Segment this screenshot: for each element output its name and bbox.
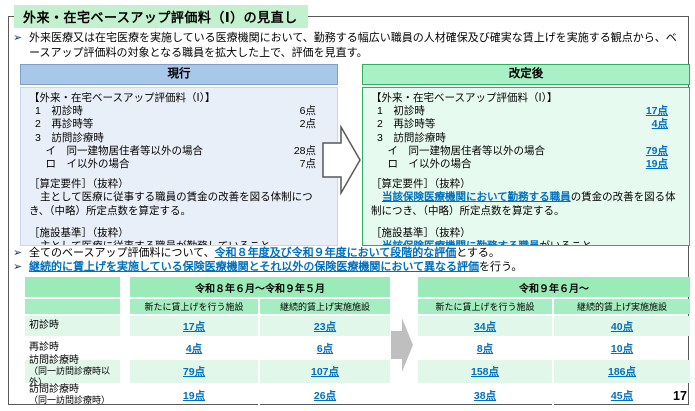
page-number: 17: [673, 389, 687, 403]
table-gutter: [120, 277, 130, 297]
fee-value: 2点: [299, 118, 316, 131]
table-cell-value: 8点: [418, 338, 554, 358]
revised-law-title: 【外来・在宅ベースアップ評価料（Ⅰ）】: [371, 92, 558, 104]
right-block-arrow-icon: [322, 125, 361, 195]
fee-item: 3 訪問診療時: [35, 131, 104, 144]
table-gap: [390, 277, 418, 297]
revised-box: 【外来・在宅ベースアップ評価料（Ⅰ）】 1 初診時 17点 2 再診時等 4点 …: [362, 87, 690, 246]
shisetsu-text: 当該保険医療機関に勤務する職員がいること。: [371, 240, 681, 245]
fee-item: 2 再診時等 2点: [35, 118, 316, 131]
period1-header: 令和８年６月～令和９年５月: [130, 277, 390, 297]
row-label: 初診時: [25, 316, 120, 336]
current-law-title: 【外来・在宅ベースアップ評価料（Ⅰ）】: [29, 92, 216, 104]
revised-box-header: 改定後: [362, 64, 690, 85]
santei-text: 当該保険医療機関において勤務する職員の賃金の改善を図る体制につき、（中略）所定点…: [371, 191, 676, 217]
table-cell-value: 10点: [610, 342, 634, 355]
fee-item: イ 同一建物居住者等以外の場合 79点: [377, 144, 668, 157]
points-table: 令和８年６月～令和９年５月 令和９年６月～ 新たに賃上げを行う施設 継続的賃上げ…: [25, 277, 690, 405]
current-box: 【外来・在宅ベースアップ評価料（Ⅰ）】 1 初診時 6点 2 再診時等 2点 3…: [20, 87, 338, 246]
subheader-new: 新たに賃上げを行う施設: [130, 299, 260, 314]
table-corner-cell: [25, 299, 120, 314]
fee-item: 3 訪問診療時: [377, 131, 446, 144]
table-cell-value: 34点: [418, 316, 554, 336]
table-cell-value: 38点: [418, 385, 554, 405]
table-cell-value: 26点: [313, 389, 337, 402]
fee-item: 1 初診時 17点: [377, 105, 668, 118]
bullet-arrow-icon: ➢: [13, 247, 23, 259]
fee-value: 28点: [293, 144, 316, 157]
fee-item: ロ イ以外の場合 19点: [377, 158, 668, 171]
table-cell-value: 45点: [610, 389, 634, 402]
table-gutter: [120, 360, 130, 383]
fee-value: 4点: [651, 118, 668, 131]
fee-item: ロ イ以外の場合 7点: [35, 158, 316, 171]
current-box-header: 現行: [20, 64, 338, 85]
fee-value: 7点: [299, 158, 316, 171]
row-label: 訪問診療時 （同一訪問診療時以外）: [25, 355, 120, 387]
bullet-line: ➢ 全てのベースアップ評価料について、令和８年度及び令和９年度において段階的な評…: [13, 247, 500, 259]
table-cell-value: 17点: [130, 316, 260, 336]
row-label: 再診時: [29, 341, 59, 353]
shisetsu-label: ［施設基準］（抜粋）: [29, 226, 129, 239]
table-gutter: [120, 316, 130, 336]
page-title: 外来・在宅ベースアップ評価料（Ⅰ）の見直し: [14, 5, 308, 28]
santei-label: ［算定要件］（抜粋）: [371, 178, 471, 191]
subheader-cont: 継続的賃上げ実施施設: [554, 299, 690, 314]
santei-text: 主として医療に従事する職員の賃金の改善を図る体制につき、（中略）所定点数を算定す…: [29, 191, 313, 217]
fee-item: 2 再診時等 4点: [377, 118, 668, 131]
table-gutter: [120, 385, 130, 405]
shisetsu-highlight: 当該保険医療機関に勤務する職員: [382, 240, 540, 245]
period2-header: 令和９年６月～: [418, 277, 690, 297]
table-cell-value: 40点: [554, 316, 690, 336]
summary-bullets: ➢ 全てのベースアップ評価料について、令和８年度及び令和９年度において段階的な評…: [13, 247, 691, 275]
fee-value: 17点: [645, 105, 668, 118]
table-gap: [390, 299, 418, 314]
santei-highlight: 当該保険医療機関において勤務する職員: [382, 191, 571, 204]
fee-value: 6点: [299, 105, 316, 118]
row-label: 訪問診療時 （同一訪問診療時）: [29, 383, 111, 405]
fee-value: 19点: [645, 158, 668, 171]
bullet-arrow-icon: ➢: [13, 260, 23, 273]
table-cell-value: 19点: [130, 385, 260, 405]
fee-value: 79点: [645, 144, 668, 157]
table-cell-value: 107点: [260, 360, 390, 383]
intro-bullet-line: ➢ 外来医療又は在宅医療を実施している医療機関において、勤務する幅広い職員の人材…: [13, 31, 687, 60]
bullet-arrow-icon: ➢: [13, 32, 23, 44]
subheader-new: 新たに賃上げを行う施設: [418, 299, 554, 314]
table-cell-value: 23点: [260, 316, 390, 336]
table-cell-value: 4点: [130, 338, 260, 358]
fee-item: 1 初診時 6点: [35, 105, 316, 118]
table-corner-cell: [25, 277, 120, 297]
table-transition-arrow-icon: [391, 318, 413, 372]
santei-label: ［算定要件］（抜粋）: [29, 178, 129, 191]
subheader-cont: 継続的賃上げ実施施設: [260, 299, 390, 314]
shisetsu-label: ［施設基準］（抜粋）: [371, 226, 471, 239]
table-gutter: [120, 338, 130, 358]
table-cell-value: 6点: [316, 342, 334, 355]
shisetsu-text: 主として医療に従事する職員が勤務していること。: [29, 240, 329, 245]
table-cell-value: 79点: [130, 360, 260, 383]
intro-text: 外来医療又は在宅医療を実施している医療機関において、勤務する幅広い職員の人材確保…: [29, 32, 677, 59]
table-gutter: [120, 299, 130, 314]
bullet-line: ➢ 継続的に賃上げを実施している保険医療機関とそれ以外の保険医療機関において異な…: [13, 260, 523, 273]
fee-item: イ 同一建物居住者等以外の場合 28点: [35, 144, 316, 157]
table-gap: [390, 385, 418, 405]
table-cell-value: 158点: [418, 360, 554, 383]
table-cell-value: 186点: [554, 360, 690, 383]
